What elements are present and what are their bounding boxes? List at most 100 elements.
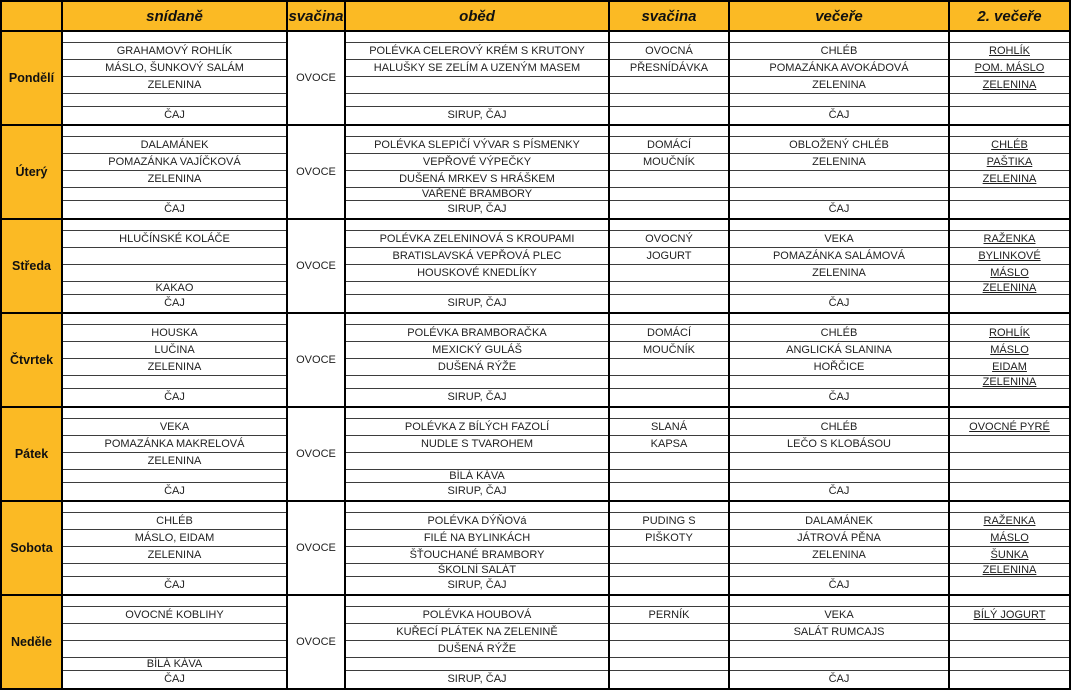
meal-item bbox=[610, 453, 728, 470]
meal-item bbox=[610, 171, 728, 188]
meal-cell-dinner: DALAMÁNEK JÁTROVÁ PĚNA ZELENINA ČAJ bbox=[728, 502, 948, 594]
meal-cell-dinner: CHLÉB POMAZÁNKA AVOKÁDOVÁ ZELENINA ČAJ bbox=[728, 32, 948, 124]
meal-item bbox=[950, 502, 1069, 513]
header-cell-afternoon-snack: svačina bbox=[608, 2, 728, 30]
meal-cell-afternoon-snack: SLANÁ KAPSA bbox=[608, 408, 728, 500]
meal-item: ZELENINA bbox=[950, 376, 1069, 389]
meal-cell-breakfast: GRAHAMOVÝ ROHLÍK MÁSLO, ŠUNKOVÝ SALÁM ZELE… bbox=[61, 32, 286, 124]
meal-cell-breakfast: OVOCNÉ KOBLIHY BÍLÁ KÁVA ČAJ bbox=[61, 596, 286, 688]
meal-item: FILÉ NA BYLINKÁCH bbox=[346, 530, 608, 547]
meal-item: ČAJ bbox=[164, 673, 185, 685]
meal-item bbox=[63, 564, 286, 577]
meal-item bbox=[730, 314, 948, 325]
meal-item bbox=[610, 596, 728, 607]
meal-item bbox=[950, 483, 1069, 500]
meal-item bbox=[950, 126, 1069, 137]
meal-item bbox=[610, 188, 728, 201]
meal-item bbox=[950, 188, 1069, 201]
meal-item bbox=[610, 470, 728, 483]
meal-item bbox=[730, 641, 948, 658]
meal-item: ROHLÍK bbox=[950, 325, 1069, 342]
meal-item bbox=[730, 32, 948, 43]
meal-item bbox=[950, 107, 1069, 124]
meal-cell-morning-snack: OVOCE bbox=[286, 314, 344, 406]
meal-item: ŠKOLNÍ SALÁT bbox=[346, 564, 608, 577]
meal-item bbox=[610, 641, 728, 658]
meal-item: ANGLICKÁ SLANINA bbox=[730, 342, 948, 359]
meal-item bbox=[950, 577, 1069, 594]
header-cell-morning-snack: svačina bbox=[286, 2, 344, 30]
meal-item: CHLÉB bbox=[730, 419, 948, 436]
meal-item bbox=[346, 658, 608, 671]
meal-cell-afternoon-snack: OVOCNÝ JOGURT bbox=[608, 220, 728, 312]
meal-item bbox=[346, 282, 608, 295]
meal-item: MÁSLO, ŠUNKOVÝ SALÁM bbox=[63, 60, 286, 77]
meal-item: ZELENINA bbox=[950, 282, 1069, 295]
day-name-cell: Sobota bbox=[2, 502, 61, 594]
meal-item: POLÉVKA Z BÍLÝCH FAZOLÍ bbox=[346, 419, 608, 436]
meal-item: PAŠTIKA bbox=[950, 154, 1069, 171]
meal-item: ZELENINA bbox=[730, 265, 948, 282]
meal-item: PERNÍK bbox=[610, 607, 728, 624]
meal-item: OVOCNÁ bbox=[610, 43, 728, 60]
header-cell-breakfast: snídaně bbox=[61, 2, 286, 30]
meal-item bbox=[610, 658, 728, 671]
meal-item bbox=[610, 126, 728, 137]
meal-item bbox=[610, 107, 728, 124]
meal-cell-breakfast: DALAMÁNEK POMAZÁNKA VAJÍČKOVÁ ZELENINA ČAJ bbox=[61, 126, 286, 218]
meal-cell-second-dinner: CHLÉB PAŠTIKA ZELENINA bbox=[948, 126, 1069, 218]
meal-item: DALAMÁNEK bbox=[730, 513, 948, 530]
meal-cell-afternoon-snack: DOMÁCÍ MOUČNÍK bbox=[608, 126, 728, 218]
day-name-cell: Pátek bbox=[2, 408, 61, 500]
meal-item bbox=[610, 502, 728, 513]
meal-item bbox=[950, 389, 1069, 406]
meal-item bbox=[730, 188, 948, 201]
meal-item: ČAJ bbox=[828, 297, 850, 309]
meal-item: DOMÁCÍ bbox=[610, 137, 728, 154]
meal-item bbox=[730, 596, 948, 607]
day-row: Pátek VEKA POMAZÁNKA MAKRELOVÁ ZELENINA ČAJ O… bbox=[2, 406, 1069, 500]
meal-item: ČAJ bbox=[164, 297, 185, 309]
meal-item: ČAJ bbox=[828, 579, 850, 591]
meal-item: ZELENINA bbox=[730, 77, 948, 94]
meal-item: LUČINA bbox=[63, 342, 286, 359]
meal-item: ZELENINA bbox=[63, 359, 286, 376]
meal-item: HOŘČICE bbox=[730, 359, 948, 376]
meal-cell-lunch: POLÉVKA ZELENINOVÁ S KROUPAMI BRATISLAVSK… bbox=[344, 220, 608, 312]
meal-item bbox=[950, 671, 1069, 688]
meal-item bbox=[610, 201, 728, 218]
day-name-cell: Úterý bbox=[2, 126, 61, 218]
meal-item: VEKA bbox=[730, 231, 948, 248]
meal-item: POLÉVKA BRAMBORAČKA bbox=[346, 325, 608, 342]
meal-item: SIRUP, ČAJ bbox=[447, 673, 507, 685]
meal-item: ZELENINA bbox=[730, 154, 948, 171]
meal-cell-breakfast: VEKA POMAZÁNKA MAKRELOVÁ ZELENINA ČAJ bbox=[61, 408, 286, 500]
meal-item: HOUSKOVÉ KNEDLÍKY bbox=[346, 265, 608, 282]
meal-item bbox=[63, 376, 286, 389]
meal-item bbox=[730, 408, 948, 419]
meal-item bbox=[730, 171, 948, 188]
day-row: Sobota CHLÉB MÁSLO, EIDAM ZELENINA ČAJ OVOCE P… bbox=[2, 500, 1069, 594]
meal-cell-morning-snack: OVOCE bbox=[286, 32, 344, 124]
meal-item: CHLÉB bbox=[730, 325, 948, 342]
meal-item bbox=[346, 32, 608, 43]
meal-item: BÍLÝ JOGURT bbox=[950, 607, 1069, 624]
meal-item bbox=[346, 376, 608, 389]
meal-item: POLÉVKA HOUBOVÁ bbox=[346, 607, 608, 624]
meal-item bbox=[950, 658, 1069, 671]
meal-item: KUŘECÍ PLÁTEK NA ZELENINĚ bbox=[346, 624, 608, 641]
day-row: Čtvrtek HOUSKA LUČINA ZELENINA ČAJ OVOCE POLÉV… bbox=[2, 312, 1069, 406]
meal-item: ČAJ bbox=[828, 109, 850, 121]
meal-cell-lunch: POLÉVKA Z BÍLÝCH FAZOLÍ NUDLE S TVAROHEM B… bbox=[344, 408, 608, 500]
meal-item bbox=[610, 295, 728, 312]
meal-item: VEKA bbox=[63, 419, 286, 436]
meal-item bbox=[63, 641, 286, 658]
meal-cell-second-dinner: RAŽENKA BYLINKOVÉ MÁSLO ZELENINA bbox=[948, 220, 1069, 312]
meal-item: OVOCNÉ PYRÉ bbox=[950, 419, 1069, 436]
day-row: Pondělí GRAHAMOVÝ ROHLÍK MÁSLO, ŠUNKOVÝ SA… bbox=[2, 30, 1069, 124]
meal-item bbox=[730, 453, 948, 470]
meal-item bbox=[730, 470, 948, 483]
meal-item: POMAZÁNKA SALÁMOVÁ bbox=[730, 248, 948, 265]
meal-item bbox=[610, 94, 728, 107]
